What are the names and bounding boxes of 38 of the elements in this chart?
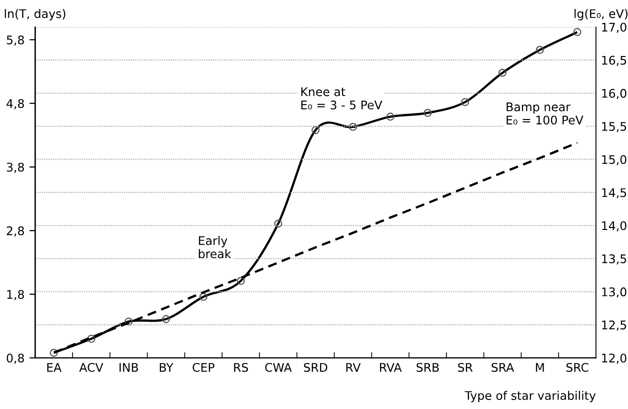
x-tick-label: RVA [380,363,402,372]
y-tick-label: 5,8 [6,35,24,46]
x-axis-title: Type of star variability [464,390,596,402]
x-tick-label: RV [346,363,361,372]
x-tick-label: M [536,363,544,372]
y-tick-label: 2,8 [6,226,24,236]
x-tick-label: SRC [566,362,588,372]
y2-tick-label: 16,5 [602,56,626,66]
y2-axis-title: lg(E₀, eV) [574,8,628,20]
x-tick-label: RS [234,362,248,372]
y-tick-label: 1,8 [7,290,24,300]
x-tick-label: BY [160,363,174,372]
x-tick-label: SR [458,362,473,372]
y2-tick-label: 12,5 [602,320,626,331]
y-tick-label: 0,8 [6,354,24,364]
x-tick-label: CWA [265,362,292,372]
x-tick-label: EA [47,363,62,372]
annotation: Knee at E₀ = 3 - 5 PeV [301,87,382,110]
x-tick-label: SRD [304,362,328,372]
x-tick-label: SRB [416,362,439,372]
annotation: Bamp near E₀ = 100 PeV [506,102,584,125]
y2-tick-label: 14,5 [602,188,626,198]
y-tick-label: 4,8 [6,99,24,110]
x-tick-label: SRA [492,362,514,372]
y2-tick-label: 16,0 [602,88,626,100]
y2-tick-label: 12,0 [602,354,626,364]
y2-tick-label: 15,5 [602,122,626,132]
y2-tick-label: 14,0 [602,221,626,232]
x-tick-label: INB [120,363,138,372]
y2-tick-label: 15,0 [602,155,626,166]
x-tick-label: CEP [192,362,214,372]
y2-tick-label: 13,0 [602,287,626,298]
annotation: Early break [198,236,232,258]
y2-tick-label: 13,5 [602,254,626,264]
y-axis-title: ln(T, days) [4,8,66,20]
y2-tick-label: 17,0 [602,22,626,33]
x-tick-label: ACV [79,362,104,372]
y-tick-label: 3,8 [6,162,24,173]
